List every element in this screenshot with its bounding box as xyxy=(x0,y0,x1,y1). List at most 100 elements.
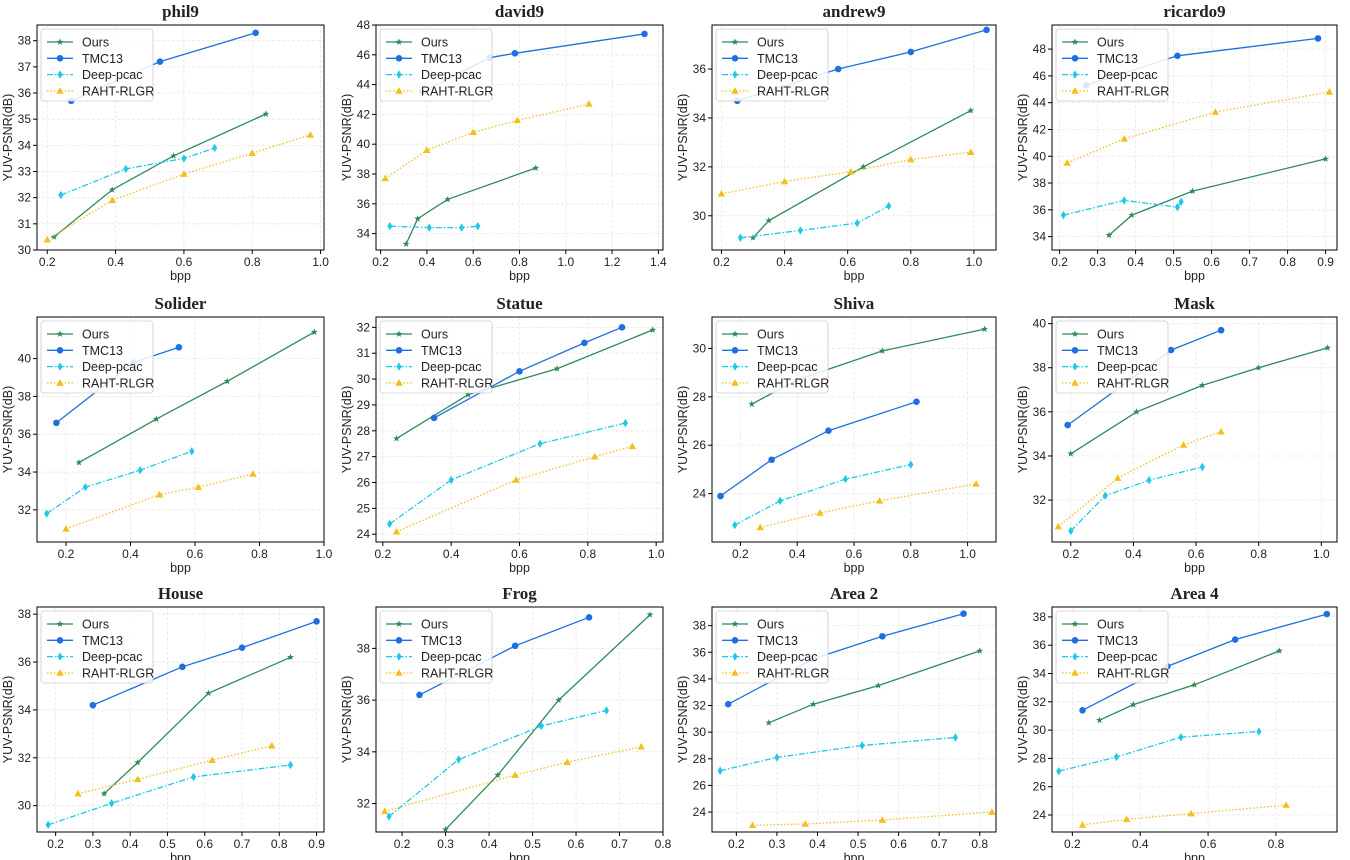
data-point xyxy=(879,632,886,640)
data-point xyxy=(768,456,775,464)
legend-label: Ours xyxy=(421,328,448,342)
y-tick-label: 32 xyxy=(1033,493,1047,507)
data-point xyxy=(1122,815,1131,823)
series-deep-pcac xyxy=(1060,196,1184,220)
data-point xyxy=(175,343,183,351)
series-raht-rlgr xyxy=(717,148,975,197)
y-axis-label: YUV-PSNR(dB) xyxy=(1016,676,1030,764)
y-tick-label: 40 xyxy=(18,352,32,366)
data-point xyxy=(310,328,318,336)
x-tick-label: 0.7 xyxy=(931,837,948,851)
x-tick-label: 0.4 xyxy=(419,255,436,269)
legend-label: Deep-pcac xyxy=(757,68,817,82)
series-line xyxy=(752,110,972,239)
series-line xyxy=(384,103,590,180)
legend-marker xyxy=(395,330,403,337)
data-point xyxy=(842,474,849,484)
chart-panel-statue: 0.2 0.4 0.6 0.8 1.0 24 25 26 27 28 29 30 31 32 Statue b… xyxy=(340,294,665,575)
data-point xyxy=(1198,381,1206,389)
series-line xyxy=(433,326,623,419)
chart-title: Shiva xyxy=(834,294,875,313)
data-point xyxy=(563,758,572,765)
x-tick-label: 0.2 xyxy=(394,837,411,851)
plot-frame xyxy=(36,606,325,833)
data-point xyxy=(137,465,143,475)
legend-box xyxy=(40,610,154,684)
data-point xyxy=(456,755,462,764)
data-point xyxy=(223,377,231,385)
x-tick-label: 1.0 xyxy=(316,547,333,561)
legend-label: TMC13 xyxy=(1097,52,1138,66)
data-point xyxy=(252,29,259,37)
series-line xyxy=(60,147,215,196)
x-tick-label: 0.6 xyxy=(187,547,204,561)
series-deep-pcac xyxy=(717,733,959,775)
x-tick-label: 0.5 xyxy=(524,837,541,851)
data-point xyxy=(1105,231,1113,239)
y-tick-label: 40 xyxy=(1033,317,1047,331)
data-point xyxy=(208,756,216,763)
legend-label: RAHT-RLGR xyxy=(757,84,829,98)
x-tick-label: 1.0 xyxy=(1313,547,1330,561)
x-tick-label: 0.6 xyxy=(511,547,528,561)
data-point xyxy=(1211,108,1220,115)
data-point xyxy=(878,347,886,354)
data-point xyxy=(878,816,887,823)
x-tick-label: 0.3 xyxy=(1089,255,1106,269)
y-axis-label: YUV-PSNR(dB) xyxy=(676,94,690,182)
data-point xyxy=(1174,202,1180,212)
legend-marker xyxy=(395,87,403,94)
x-tick-label: 0.5 xyxy=(850,837,867,851)
legend: Ours TMC13 Deep-pcac RAHT-RLGR xyxy=(715,320,829,394)
legend-marker xyxy=(57,70,63,79)
legend-label: RAHT-RLGR xyxy=(421,666,493,680)
chart-panel-area-2: 0.2 0.3 0.4 0.5 0.6 0.7 0.8 24 26 28 30 32 34 36 38 Are… xyxy=(676,584,997,860)
y-tick-label: 27 xyxy=(357,450,371,464)
x-tick-label: 0.6 xyxy=(1188,547,1205,561)
data-point xyxy=(58,190,64,200)
series-line xyxy=(1063,199,1182,216)
plot-frame xyxy=(1051,606,1338,833)
series-line xyxy=(46,450,193,515)
chart-title: david9 xyxy=(495,2,544,21)
data-point xyxy=(646,611,654,618)
x-tick-label: 0.4 xyxy=(443,547,460,561)
y-axis-label: YUV-PSNR(dB) xyxy=(1016,94,1030,182)
y-axis-label: YUV-PSNR(dB) xyxy=(1016,386,1030,474)
x-tick-label: 0.6 xyxy=(1203,255,1220,269)
x-tick-label: 0.2 xyxy=(47,837,64,851)
y-tick-label: 36 xyxy=(693,62,707,76)
y-tick-label: 26 xyxy=(693,778,707,792)
chart-title: ricardo9 xyxy=(1163,2,1225,21)
data-point xyxy=(1096,716,1103,724)
y-tick-label: 34 xyxy=(693,111,707,125)
data-point xyxy=(448,475,454,485)
data-point xyxy=(513,116,521,124)
x-tick-label: 0.8 xyxy=(902,255,919,269)
data-point xyxy=(1275,647,1283,654)
y-tick-label: 42 xyxy=(1033,122,1047,136)
y-tick-label: 46 xyxy=(1033,69,1047,83)
chart-title: Statue xyxy=(496,294,543,313)
data-point xyxy=(1174,52,1181,60)
series-ours xyxy=(749,107,975,241)
series-line xyxy=(445,614,651,830)
data-point xyxy=(62,524,70,532)
y-tick-label: 32 xyxy=(18,503,32,517)
data-point xyxy=(1113,752,1120,762)
chart-title: Area 4 xyxy=(1170,584,1219,603)
series-deep-pcac xyxy=(58,143,218,200)
y-tick-label: 32 xyxy=(1033,695,1047,709)
data-point xyxy=(287,653,294,661)
data-point xyxy=(1282,801,1290,808)
data-point xyxy=(780,177,789,185)
data-point xyxy=(1324,344,1332,351)
legend-marker xyxy=(731,330,739,337)
y-tick-label: 36 xyxy=(18,86,32,100)
chart-title: House xyxy=(158,584,204,603)
x-tick-label: 0.3 xyxy=(85,837,102,851)
series-line xyxy=(405,167,536,245)
data-point xyxy=(717,189,726,197)
series-raht-rlgr xyxy=(1078,801,1290,828)
y-tick-label: 32 xyxy=(357,320,371,334)
